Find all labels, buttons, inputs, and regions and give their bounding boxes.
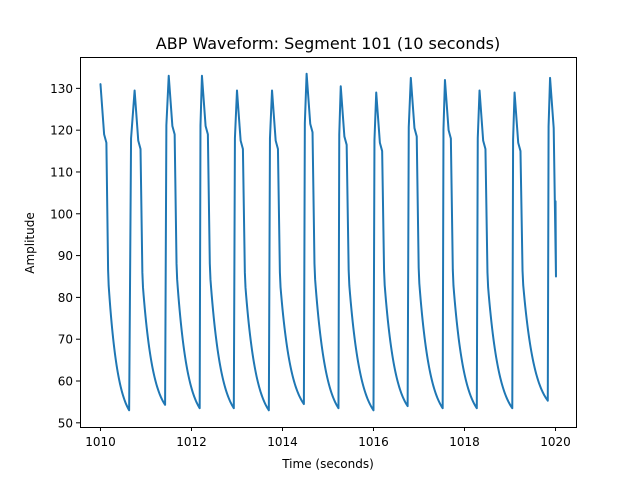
series-line-abp <box>99 72 557 412</box>
x-tick-label: 1018 <box>449 435 480 449</box>
plot-area <box>99 72 557 412</box>
y-tick-label: 100 <box>50 207 73 221</box>
y-tick-label: 120 <box>50 124 73 138</box>
y-tick-label: 80 <box>58 291 73 305</box>
axes-frame <box>80 57 577 428</box>
y-tick-label: 50 <box>58 416 73 430</box>
x-tick-label: 1010 <box>85 435 116 449</box>
x-tick-label: 1020 <box>540 435 571 449</box>
y-axis: 50 60 70 80 90 100 110 120 130 <box>50 82 80 430</box>
x-tick-label: 1012 <box>176 435 207 449</box>
y-tick-label: 90 <box>58 249 73 263</box>
y-tick-label: 110 <box>50 165 73 179</box>
x-tick-label: 1014 <box>267 435 298 449</box>
y-tick-label: 70 <box>58 333 73 347</box>
x-tick-label: 1016 <box>358 435 389 449</box>
y-axis-label: Amplitude <box>23 212 37 274</box>
x-axis: 1010 1012 1014 1016 1018 1020 <box>85 427 571 449</box>
chart-title: ABP Waveform: Segment 101 (10 seconds) <box>156 34 500 53</box>
y-tick-label: 130 <box>50 82 73 96</box>
x-axis-label: Time (seconds) <box>281 457 374 471</box>
y-tick-label: 60 <box>58 375 73 389</box>
